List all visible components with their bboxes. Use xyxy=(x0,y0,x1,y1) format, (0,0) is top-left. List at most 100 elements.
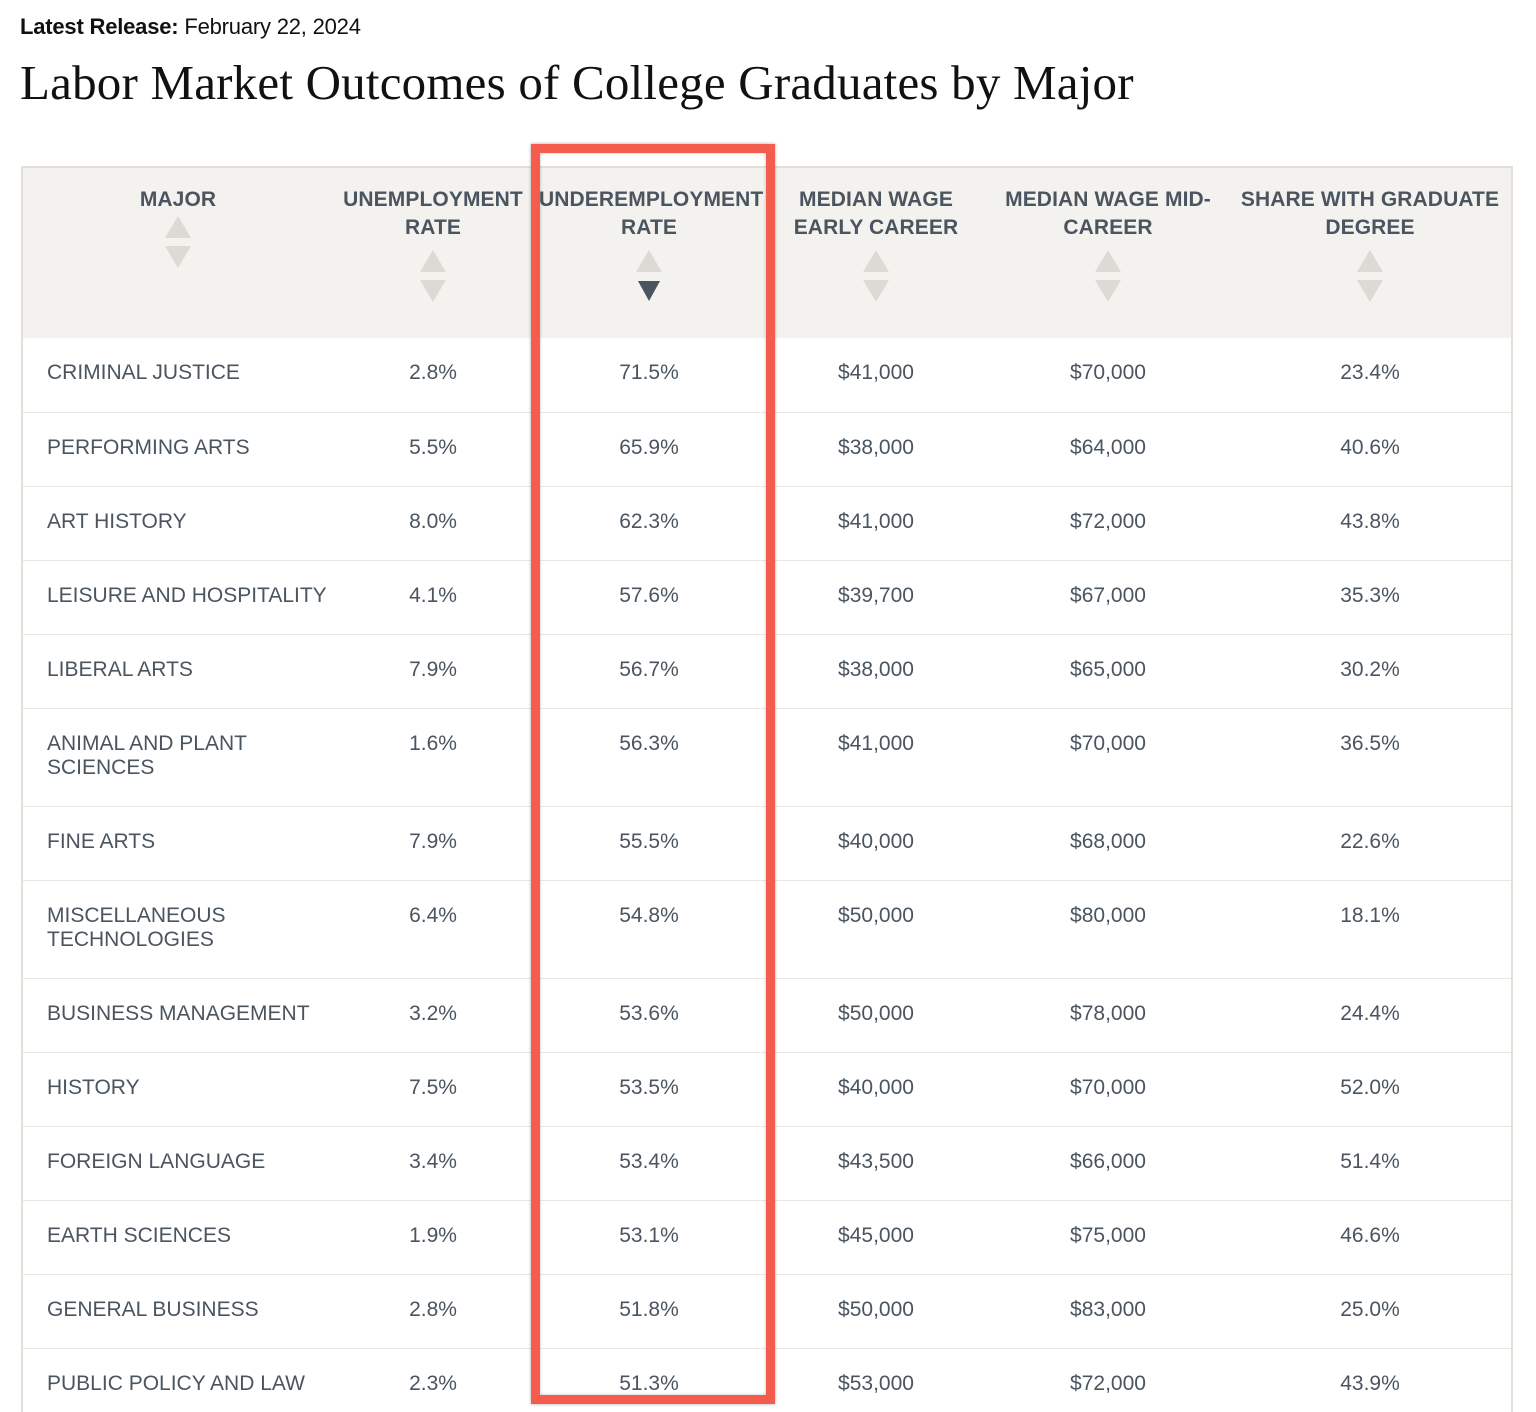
latest-release: Latest Release: February 22, 2024 xyxy=(20,14,361,40)
cell-major: FINE ARTS xyxy=(23,806,333,881)
cell-median-wage-early-career: $41,000 xyxy=(765,486,987,561)
cell-major: ART HISTORY xyxy=(23,486,333,561)
sort-descending-icon[interactable] xyxy=(1095,280,1121,302)
cell-median-wage-early-career: $50,000 xyxy=(765,978,987,1053)
table-row: GENERAL BUSINESS 2.8% 51.8% $50,000 $83,000 2… xyxy=(23,1274,1511,1349)
page-title: Labor Market Outcomes of College Graduat… xyxy=(20,55,1134,110)
cell-underemployment-rate: 57.6% xyxy=(533,560,765,635)
table-row: PUBLIC POLICY AND LAW 2.3% 51.3% $53,000 $72… xyxy=(23,1348,1511,1412)
sort-ascending-icon[interactable] xyxy=(1357,250,1383,272)
cell-share-with-graduate-degree: 23.4% xyxy=(1229,338,1511,413)
header-row: MAJOR UNEMPLOYMENT RATE UNDEREMPLOYMENT RA… xyxy=(23,168,1511,338)
cell-unemployment-rate: 1.9% xyxy=(333,1200,533,1275)
cell-median-wage-early-career: $39,700 xyxy=(765,560,987,635)
cell-median-wage-mid-career: $70,000 xyxy=(987,708,1229,807)
cell-share-with-graduate-degree: 36.5% xyxy=(1229,708,1511,807)
cell-major: PERFORMING ARTS xyxy=(23,412,333,487)
cell-median-wage-mid-career: $65,000 xyxy=(987,634,1229,709)
cell-underemployment-rate: 71.5% xyxy=(533,338,765,413)
outcomes-table-container: MAJOR UNEMPLOYMENT RATE UNDEREMPLOYMENT RA… xyxy=(21,166,1513,1412)
column-header-underemployment-rate[interactable]: UNDEREMPLOYMENT RATE xyxy=(533,168,765,338)
cell-major: PUBLIC POLICY AND LAW xyxy=(23,1348,333,1412)
cell-median-wage-mid-career: $70,000 xyxy=(987,338,1229,413)
sort-descending-icon[interactable] xyxy=(165,246,191,268)
sort-ascending-icon[interactable] xyxy=(1095,250,1121,272)
cell-major: EARTH SCIENCES xyxy=(23,1200,333,1275)
cell-underemployment-rate: 53.4% xyxy=(533,1126,765,1201)
sort-ascending-icon[interactable] xyxy=(165,216,191,238)
sort-toggle[interactable] xyxy=(636,248,662,306)
column-header-median-wage-early-career[interactable]: MEDIAN WAGE EARLY CAREER xyxy=(765,168,987,338)
cell-unemployment-rate: 3.2% xyxy=(333,978,533,1053)
table-row: CRIMINAL JUSTICE 2.8% 71.5% $41,000 $70,000 2… xyxy=(23,338,1511,413)
table-row: BUSINESS MANAGEMENT 3.2% 53.6% $50,000 $78,0… xyxy=(23,978,1511,1053)
column-header-unemployment-rate[interactable]: UNEMPLOYMENT RATE xyxy=(333,168,533,338)
cell-median-wage-mid-career: $80,000 xyxy=(987,880,1229,979)
cell-median-wage-early-career: $50,000 xyxy=(765,1274,987,1349)
sort-descending-icon[interactable] xyxy=(420,280,446,302)
cell-major: LIBERAL ARTS xyxy=(23,634,333,709)
sort-toggle[interactable] xyxy=(165,214,191,272)
cell-share-with-graduate-degree: 25.0% xyxy=(1229,1274,1511,1349)
cell-share-with-graduate-degree: 18.1% xyxy=(1229,880,1511,979)
table-row: FINE ARTS 7.9% 55.5% $40,000 $68,000 22.6% xyxy=(23,806,1511,881)
cell-underemployment-rate: 55.5% xyxy=(533,806,765,881)
cell-underemployment-rate: 54.8% xyxy=(533,880,765,979)
sort-toggle[interactable] xyxy=(863,248,889,306)
table-row: EARTH SCIENCES 1.9% 53.1% $45,000 $75,000 46.… xyxy=(23,1200,1511,1275)
cell-unemployment-rate: 7.5% xyxy=(333,1052,533,1127)
cell-underemployment-rate: 62.3% xyxy=(533,486,765,561)
sort-ascending-icon[interactable] xyxy=(863,250,889,272)
column-header-label: MAJOR xyxy=(139,188,217,211)
table-body: CRIMINAL JUSTICE 2.8% 71.5% $41,000 $70,000 2… xyxy=(23,338,1511,1412)
table-row: LEISURE AND HOSPITALITY 4.1% 57.6% $39,700 $… xyxy=(23,560,1511,635)
cell-share-with-graduate-degree: 46.6% xyxy=(1229,1200,1511,1275)
table-row: LIBERAL ARTS 7.9% 56.7% $38,000 $65,000 30.2% xyxy=(23,634,1511,709)
cell-underemployment-rate: 51.3% xyxy=(533,1348,765,1412)
cell-unemployment-rate: 7.9% xyxy=(333,806,533,881)
cell-underemployment-rate: 51.8% xyxy=(533,1274,765,1349)
cell-unemployment-rate: 6.4% xyxy=(333,880,533,979)
cell-share-with-graduate-degree: 30.2% xyxy=(1229,634,1511,709)
sort-descending-icon[interactable] xyxy=(638,281,660,301)
cell-median-wage-early-career: $40,000 xyxy=(765,1052,987,1127)
cell-underemployment-rate: 53.5% xyxy=(533,1052,765,1127)
cell-share-with-graduate-degree: 24.4% xyxy=(1229,978,1511,1053)
cell-share-with-graduate-degree: 43.8% xyxy=(1229,486,1511,561)
cell-median-wage-mid-career: $64,000 xyxy=(987,412,1229,487)
table-row: ART HISTORY 8.0% 62.3% $41,000 $72,000 43.8% xyxy=(23,486,1511,561)
cell-unemployment-rate: 4.1% xyxy=(333,560,533,635)
cell-median-wage-early-career: $38,000 xyxy=(765,412,987,487)
column-header-major[interactable]: MAJOR xyxy=(23,168,333,338)
cell-median-wage-early-career: $38,000 xyxy=(765,634,987,709)
outcomes-table: MAJOR UNEMPLOYMENT RATE UNDEREMPLOYMENT RA… xyxy=(23,168,1511,1412)
cell-median-wage-mid-career: $68,000 xyxy=(987,806,1229,881)
cell-share-with-graduate-degree: 35.3% xyxy=(1229,560,1511,635)
cell-unemployment-rate: 2.8% xyxy=(333,1274,533,1349)
column-header-label: SHARE WITH GRADUATE DEGREE xyxy=(1240,188,1500,239)
cell-unemployment-rate: 5.5% xyxy=(333,412,533,487)
sort-toggle[interactable] xyxy=(1095,248,1121,306)
sort-toggle[interactable] xyxy=(420,248,446,306)
cell-underemployment-rate: 56.3% xyxy=(533,708,765,807)
sort-descending-icon[interactable] xyxy=(1357,280,1383,302)
cell-major: LEISURE AND HOSPITALITY xyxy=(23,560,333,635)
table-row: ANIMAL AND PLANT SCIENCES 1.6% 56.3% $41,00… xyxy=(23,708,1511,807)
column-header-share-with-graduate-degree[interactable]: SHARE WITH GRADUATE DEGREE xyxy=(1229,168,1511,338)
cell-unemployment-rate: 2.3% xyxy=(333,1348,533,1412)
sort-ascending-icon[interactable] xyxy=(420,250,446,272)
column-header-label: UNEMPLOYMENT RATE xyxy=(343,188,523,239)
cell-median-wage-mid-career: $67,000 xyxy=(987,560,1229,635)
column-header-label: MEDIAN WAGE EARLY CAREER xyxy=(793,188,959,239)
sort-toggle[interactable] xyxy=(1357,248,1383,306)
cell-median-wage-early-career: $41,000 xyxy=(765,708,987,807)
sort-ascending-icon[interactable] xyxy=(636,250,662,272)
sort-descending-icon[interactable] xyxy=(863,280,889,302)
cell-underemployment-rate: 65.9% xyxy=(533,412,765,487)
column-header-median-wage-mid-career[interactable]: MEDIAN WAGE MID-CAREER xyxy=(987,168,1229,338)
cell-underemployment-rate: 56.7% xyxy=(533,634,765,709)
table-row: PERFORMING ARTS 5.5% 65.9% $38,000 $64,000 40… xyxy=(23,412,1511,487)
cell-major: GENERAL BUSINESS xyxy=(23,1274,333,1349)
cell-median-wage-mid-career: $72,000 xyxy=(987,1348,1229,1412)
cell-share-with-graduate-degree: 51.4% xyxy=(1229,1126,1511,1201)
